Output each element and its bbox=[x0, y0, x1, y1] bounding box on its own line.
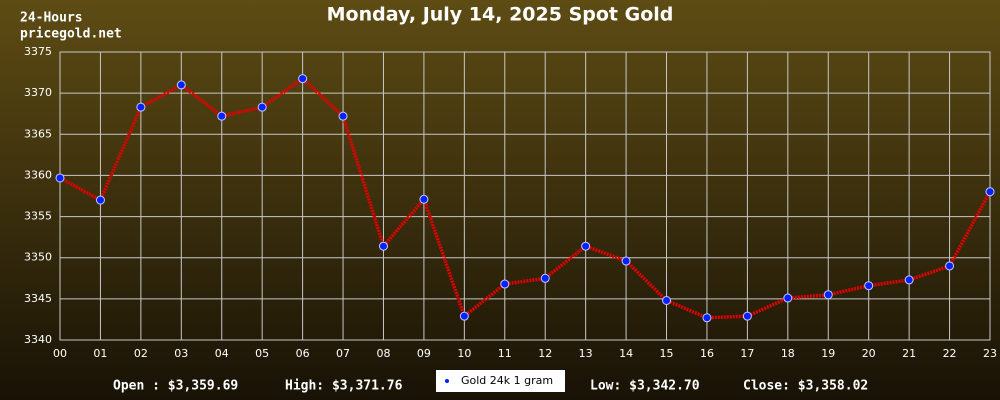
point-marker bbox=[338, 111, 348, 121]
point-marker bbox=[985, 187, 995, 197]
point-marker bbox=[783, 293, 793, 303]
legend-marker bbox=[445, 379, 449, 383]
period-label: 24-Hours bbox=[20, 11, 83, 26]
point-marker bbox=[257, 102, 267, 112]
line bbox=[59, 76, 992, 320]
y-tick-label: 3365 bbox=[24, 127, 52, 140]
y-tick-label: 3355 bbox=[24, 210, 52, 223]
x-tick-label: 19 bbox=[821, 347, 835, 360]
y-tick-label: 3370 bbox=[24, 86, 52, 99]
x-tick-label: 07 bbox=[336, 347, 350, 360]
point-marker bbox=[419, 194, 429, 204]
point-marker bbox=[904, 275, 914, 285]
x-tick-label: 06 bbox=[296, 347, 310, 360]
point-marker bbox=[540, 273, 550, 283]
y-tick-label: 3375 bbox=[24, 45, 52, 58]
point-marker bbox=[702, 313, 712, 323]
x-tick-label: 08 bbox=[376, 347, 390, 360]
x-tick-label: 14 bbox=[619, 347, 633, 360]
point-marker bbox=[945, 261, 955, 271]
point-marker bbox=[742, 311, 752, 321]
x-tick-label: 04 bbox=[215, 347, 229, 360]
point-marker bbox=[298, 74, 308, 84]
x-tick-label: 16 bbox=[700, 347, 714, 360]
point-marker bbox=[500, 279, 510, 289]
x-tick-label: 17 bbox=[740, 347, 754, 360]
point-marker bbox=[95, 195, 105, 205]
summary-text: Close: $3,358.02 bbox=[743, 379, 868, 394]
summary-text: Low: $3,342.70 bbox=[590, 379, 700, 394]
point-marker bbox=[581, 241, 591, 251]
x-tick-label: 15 bbox=[660, 347, 674, 360]
point-marker bbox=[176, 80, 186, 90]
x-tick-label: 00 bbox=[53, 347, 67, 360]
chart-title: Monday, July 14, 2025 Spot Gold bbox=[327, 4, 674, 26]
x-tick-label: 20 bbox=[862, 347, 876, 360]
x-tick-label: 01 bbox=[93, 347, 107, 360]
point-marker bbox=[662, 296, 672, 306]
x-tick-label: 10 bbox=[457, 347, 471, 360]
x-tick-label: 05 bbox=[255, 347, 269, 360]
point-marker bbox=[136, 102, 146, 112]
y-tick-label: 3340 bbox=[24, 333, 52, 346]
y-tick-label: 3345 bbox=[24, 292, 52, 305]
point-marker bbox=[823, 290, 833, 300]
x-tick-label: 13 bbox=[579, 347, 593, 360]
x-tick-label: 12 bbox=[538, 347, 552, 360]
summary-text: Open : $3,359.69 bbox=[113, 379, 238, 394]
y-tick-label: 3350 bbox=[24, 251, 52, 264]
legend-label: Gold 24k 1 gram bbox=[461, 374, 553, 387]
x-tick-label: 09 bbox=[417, 347, 431, 360]
x-tick-label: 18 bbox=[781, 347, 795, 360]
point-marker bbox=[217, 111, 227, 121]
point-marker bbox=[621, 256, 631, 266]
x-tick-label: 22 bbox=[943, 347, 957, 360]
x-tick-label: 03 bbox=[174, 347, 188, 360]
x-tick-label: 11 bbox=[498, 347, 512, 360]
point-marker bbox=[55, 173, 65, 183]
x-tick-label: 23 bbox=[983, 347, 997, 360]
x-tick-label: 02 bbox=[134, 347, 148, 360]
x-tick-label: 21 bbox=[902, 347, 916, 360]
point-marker bbox=[459, 311, 469, 321]
source-label: pricegold.net bbox=[20, 27, 122, 42]
y-tick-label: 3360 bbox=[24, 168, 52, 181]
point-marker bbox=[864, 281, 874, 291]
summary-text: High: $3,371.76 bbox=[285, 379, 403, 394]
legend-box bbox=[436, 370, 565, 392]
point-marker bbox=[378, 241, 388, 251]
